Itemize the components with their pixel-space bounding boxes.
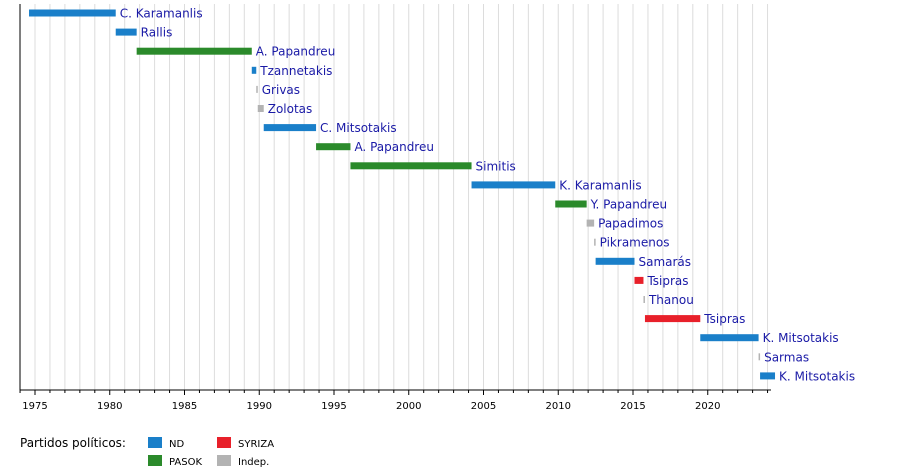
legend-label: PASOK — [169, 457, 202, 468]
bar-k-mitsotakis — [700, 334, 759, 342]
bar-label: C. Mitsotakis — [320, 121, 397, 135]
bar-simitis — [350, 162, 472, 170]
bar-label: Sarmas — [764, 350, 809, 364]
grid-lines — [19, 4, 769, 390]
bar-c-mitsotakis — [263, 124, 317, 132]
bar-rallis — [115, 28, 137, 36]
bar-label: K. Mitsotakis — [779, 369, 855, 383]
bar-grivas — [256, 85, 258, 93]
bar-sarmas — [758, 353, 761, 361]
bar-label: Zolotas — [268, 102, 313, 116]
x-tick-label: 1975 — [22, 401, 47, 412]
bar-y-papandreu — [555, 200, 587, 208]
bar-label: Tsipras — [646, 274, 688, 288]
x-tick-label: 2000 — [396, 401, 421, 412]
bar-label: K. Karamanlis — [559, 178, 641, 192]
x-tick-label: 1985 — [172, 401, 197, 412]
bar-label: Grivas — [262, 83, 300, 97]
legend-swatch — [148, 455, 162, 466]
bar-tsipras — [634, 276, 644, 284]
bar-k-mitsotakis — [760, 372, 776, 380]
bar-label: K. Mitsotakis — [763, 331, 839, 345]
bar-zolotas — [257, 105, 264, 112]
bar-label: A. Papandreu — [256, 45, 336, 59]
bar-tsipras — [644, 315, 701, 323]
x-tick-label: 2010 — [546, 401, 571, 412]
bars: C. Karamanlis Rallis A. Papandreu Tzannetak… — [29, 7, 855, 383]
bar-c-karamanlis — [29, 9, 116, 17]
legend-label: ND — [169, 439, 184, 450]
bar-papadimos — [586, 219, 595, 227]
bar-a-papandreu — [316, 143, 351, 151]
x-tick-label: 1990 — [247, 401, 272, 412]
bar-label: A. Papandreu — [354, 140, 434, 154]
bar-label: Tzannetakis — [259, 64, 332, 78]
axes: 1975 1980 1985 1990 1995 2000 2005 2010 2015 2020 — [19, 4, 771, 412]
legend-label: SYRIZA — [238, 439, 274, 450]
x-tick-label: 2020 — [695, 401, 720, 412]
legend: Partidos políticos: ND SYRIZA PASOK Indep. — [20, 436, 274, 468]
legend-label: Indep. — [238, 457, 269, 468]
bar-k-karamanlis — [471, 181, 556, 189]
bar-samar-s — [595, 257, 635, 265]
bar-a-papandreu — [136, 47, 252, 55]
bar-thanou — [643, 296, 645, 303]
bar-label: Samarás — [638, 255, 691, 269]
legend-swatch — [148, 437, 162, 448]
x-tick-label: 2015 — [620, 401, 645, 412]
x-tick-label: 1995 — [321, 401, 346, 412]
x-tick-label: 2005 — [471, 401, 496, 412]
bar-label: Y. Papandreu — [590, 198, 667, 212]
legend-swatch — [217, 455, 231, 466]
x-tick-label: 1980 — [97, 401, 122, 412]
bar-tzannetakis — [251, 66, 257, 74]
bar-label: Pikramenos — [600, 236, 670, 250]
legend-title: Partidos políticos: — [20, 436, 126, 450]
bar-label: Simitis — [476, 159, 516, 173]
bar-label: Papadimos — [598, 217, 663, 231]
legend-swatch — [217, 437, 231, 448]
bar-label: Thanou — [648, 293, 694, 307]
bar-pikramenos — [594, 238, 596, 246]
bar-label: Tsipras — [703, 312, 745, 326]
bar-label: Rallis — [141, 26, 173, 40]
bar-label: C. Karamanlis — [120, 7, 203, 21]
